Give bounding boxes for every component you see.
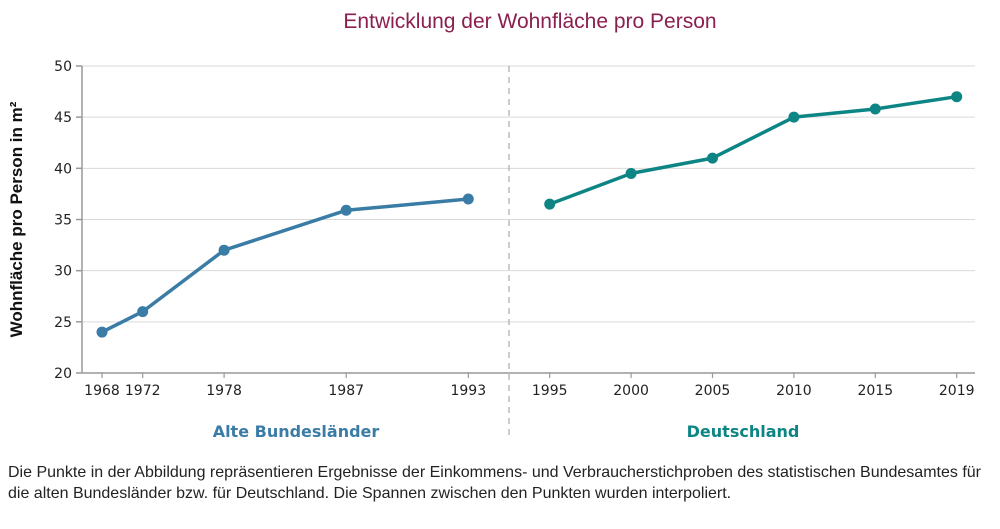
y-axis-label: Wohnfläche pro Person in m² bbox=[7, 101, 26, 337]
x-tick-label: 1972 bbox=[125, 383, 161, 399]
chart-title: Entwicklung der Wohnfläche pro Person bbox=[343, 10, 717, 33]
x-tick-label: 2015 bbox=[857, 383, 893, 399]
data-point bbox=[788, 111, 800, 123]
data-point bbox=[544, 198, 556, 210]
x-tick-label: 1968 bbox=[84, 383, 120, 399]
data-point bbox=[951, 91, 963, 103]
data-point bbox=[340, 204, 352, 216]
data-point bbox=[707, 152, 718, 164]
x-tick-label: 2005 bbox=[695, 383, 731, 399]
group-label: Deutschland bbox=[687, 422, 800, 441]
x-tick-label: 1978 bbox=[206, 383, 242, 399]
data-point bbox=[462, 193, 474, 205]
y-tick-label: 30 bbox=[54, 264, 72, 280]
data-point bbox=[218, 244, 230, 256]
x-tick-label: 1995 bbox=[532, 383, 568, 399]
series-line-2 bbox=[549, 94, 957, 206]
y-tick-label: 25 bbox=[54, 315, 72, 331]
y-tick-label: 45 bbox=[54, 110, 72, 126]
y-tick-label: 40 bbox=[54, 161, 72, 177]
chart-caption: Die Punkte in der Abbildung repräsentier… bbox=[8, 464, 981, 502]
series-line-1 bbox=[101, 197, 469, 334]
y-tick-label: 20 bbox=[54, 366, 72, 382]
x-tick-label: 2000 bbox=[613, 383, 649, 399]
x-tick-label: 2010 bbox=[776, 383, 812, 399]
data-point bbox=[625, 167, 637, 179]
x-tick-label: 2019 bbox=[939, 383, 975, 399]
x-tick-label: 1987 bbox=[328, 383, 364, 399]
line-chart: 20 25 30 35 40 45 50 1968 1972 1978 1987 1993 1995 20… bbox=[7, 59, 975, 441]
y-tick-label: 50 bbox=[54, 59, 72, 75]
y-tick-label: 35 bbox=[54, 213, 72, 229]
data-point bbox=[137, 306, 149, 318]
data-point bbox=[869, 103, 881, 115]
group-label: Alte Bundesländer bbox=[213, 422, 380, 441]
data-point bbox=[96, 326, 108, 338]
x-tick-label: 1993 bbox=[450, 383, 486, 399]
